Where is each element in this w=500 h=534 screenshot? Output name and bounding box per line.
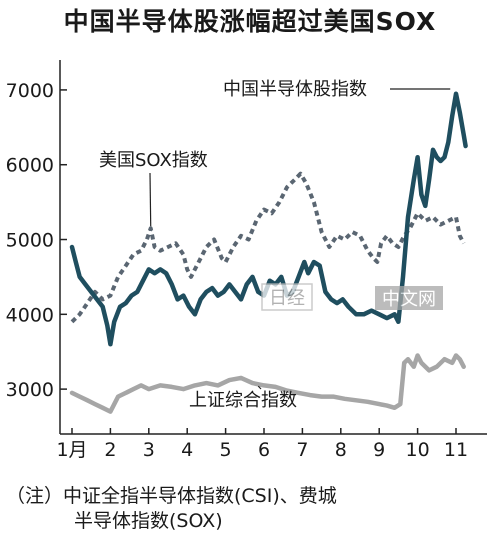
x-tick-label: 11 [444, 439, 468, 461]
label-shanghai-composite: 上证综合指数 [189, 390, 297, 411]
series-layer [69, 91, 468, 414]
y-tick-label: 4000 [6, 304, 54, 326]
y-ticks: 3000 4000 5000 6000 7000 [6, 80, 67, 401]
x-tick-label: 7 [296, 439, 308, 461]
y-tick-label: 5000 [6, 230, 54, 252]
chart-title: 中国半导体股涨幅超过美国SOX [63, 7, 437, 36]
x-tick-label: 10 [406, 439, 430, 461]
x-tick-label: 5 [220, 439, 232, 461]
label-sox: 美国SOX指数 [99, 150, 208, 171]
x-tick-label: 1月 [56, 439, 87, 461]
x-tick-label: 8 [335, 439, 347, 461]
y-tick-label: 7000 [6, 80, 54, 102]
footnote-line-1: （注）中证全指半导体指数(CSI)、费城 [6, 485, 337, 507]
label-csi-semiconductor: 中国半导体股指数 [223, 79, 367, 100]
watermark: 日经 中文网 [261, 283, 443, 311]
footnote-line-2: 半导体指数(SOX) [74, 510, 223, 532]
x-tick-label: 4 [181, 439, 193, 461]
leader-line-shanghai [257, 385, 262, 390]
shanghai-composite-line [69, 353, 466, 414]
x-tick-label: 6 [258, 439, 270, 461]
x-tick-label: 9 [373, 439, 385, 461]
leader-line-sox [149, 172, 152, 227]
sox-line [70, 171, 466, 324]
y-tick-label: 6000 [6, 155, 54, 177]
x-ticks: 1月 2 3 4 5 6 7 8 9 10 11 [56, 428, 468, 461]
y-tick-label: 3000 [6, 379, 54, 401]
watermark-site-text: 中文网 [382, 289, 436, 310]
x-tick-label: 2 [104, 439, 116, 461]
watermark-brand-mark: 日经 [269, 288, 305, 309]
x-tick-label: 3 [143, 439, 155, 461]
